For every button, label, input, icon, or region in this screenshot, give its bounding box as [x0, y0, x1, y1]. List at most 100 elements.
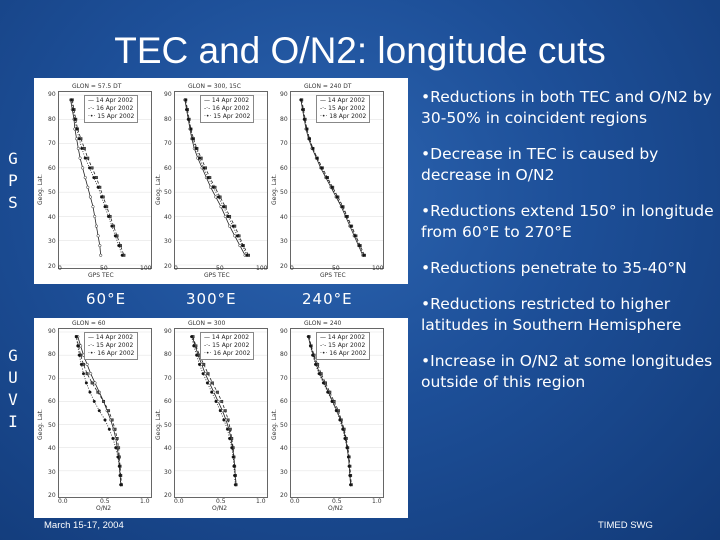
y-tick-label: 50	[48, 421, 56, 429]
x-tick-label: 100	[140, 265, 152, 272]
data-point	[90, 166, 94, 170]
data-point	[77, 353, 81, 357]
data-point	[85, 372, 89, 376]
data-point	[209, 185, 213, 189]
guvi-side-label: G U V I	[8, 346, 18, 431]
bullet-item: •Decrease in TEC is caused by decrease i…	[421, 145, 659, 184]
guvi-legend-3: — 14 Apr 2002 -·- 15 Apr 2002 ·•· 16 Apr…	[316, 332, 371, 360]
chart-svg	[59, 94, 151, 266]
data-point	[96, 185, 100, 189]
bullet-list: •Reductions in both TEC and O/N2 by 30-5…	[421, 87, 715, 408]
guvi-ylabel-1: Geog. Lat.	[37, 409, 44, 440]
y-tick-label: 60	[48, 164, 56, 172]
data-point	[113, 427, 117, 431]
data-point	[228, 436, 232, 441]
guvi-legend-2: — 14 Apr 2002 -·- 15 Apr 2002 ·•· 16 Apr…	[200, 332, 255, 360]
x-tick-label: 0.0	[58, 498, 68, 505]
data-point	[349, 224, 353, 228]
gps-ylabel-3: Geog. Lat.	[271, 174, 278, 205]
x-tick-label: 1.0	[372, 498, 382, 505]
data-point	[88, 195, 92, 199]
data-point	[96, 390, 100, 394]
legend-entry: — 14 Apr 2002	[320, 334, 366, 341]
data-point	[71, 108, 75, 112]
data-point	[215, 390, 219, 394]
data-point	[330, 185, 334, 189]
data-point	[115, 437, 119, 440]
data-point	[96, 234, 100, 238]
y-tick-label: 40	[48, 445, 56, 453]
data-point	[76, 146, 80, 150]
legend-entry: -·- 15 Apr 2002	[88, 342, 134, 349]
y-tick-label: 90	[48, 91, 56, 98]
y-tick-label: 50	[280, 421, 288, 429]
y-tick-label: 50	[164, 421, 172, 429]
slide-title: TEC and O/N2: longitude cuts	[114, 30, 606, 71]
data-point	[222, 205, 226, 209]
data-point	[100, 195, 104, 199]
data-point	[228, 224, 232, 228]
data-point	[307, 137, 312, 141]
y-tick-label: 40	[48, 213, 56, 221]
y-tick-label: 60	[164, 398, 172, 406]
x-tick-label: 50	[216, 265, 224, 272]
data-point	[357, 244, 361, 248]
y-tick-label: 80	[164, 115, 172, 123]
data-point	[301, 108, 305, 112]
data-point	[75, 127, 79, 131]
data-point	[238, 244, 242, 248]
y-tick-label: 70	[280, 140, 288, 148]
data-point	[110, 224, 114, 228]
data-point	[348, 473, 352, 478]
y-tick-label: 60	[280, 398, 288, 406]
gps-xlabel-1: GPS TEC	[88, 272, 114, 279]
x-tick-label: 50	[100, 265, 108, 272]
data-point	[87, 166, 92, 170]
data-point	[311, 146, 315, 150]
data-point	[84, 381, 88, 385]
y-tick-label: 40	[164, 213, 172, 221]
y-tick-label: 60	[48, 398, 56, 406]
x-tick-label: 100	[372, 265, 384, 272]
bullet-item: •Reductions restricted to higher latitud…	[421, 295, 682, 334]
legend-entry: ·•· 15 Apr 2002	[204, 113, 251, 120]
data-point	[218, 409, 222, 413]
y-tick-label: 60	[164, 164, 172, 172]
data-point	[226, 214, 230, 218]
legend-entry: -·- 15 Apr 2002	[204, 342, 250, 349]
data-point	[216, 195, 220, 199]
y-tick-label: 70	[48, 374, 56, 382]
legend-entry: -·- 15 Apr 2002	[320, 105, 366, 112]
data-point	[106, 214, 110, 218]
data-point	[231, 224, 235, 228]
data-point	[69, 98, 74, 102]
longitude-label-300e: 300°E	[186, 290, 237, 308]
series-line	[184, 99, 246, 256]
data-point	[306, 335, 310, 339]
data-point	[83, 156, 87, 160]
data-point	[223, 409, 227, 413]
x-tick-label: 1.0	[140, 498, 150, 505]
y-tick-label: 80	[48, 351, 56, 359]
data-point	[191, 137, 195, 141]
guvi-xlabel-1: O/N2	[96, 505, 112, 512]
chart-svg	[291, 94, 383, 266]
bullet-item: •Reductions in both TEC and O/N2 by 30-5…	[421, 88, 712, 127]
data-point	[321, 381, 325, 385]
data-point	[98, 244, 102, 248]
legend-entry: ·•· 16 Apr 2002	[320, 350, 367, 357]
data-point	[92, 399, 96, 403]
data-point	[186, 117, 190, 121]
data-point	[89, 372, 93, 376]
y-tick-label: 30	[48, 238, 56, 246]
x-tick-label: 0	[290, 265, 294, 272]
legend-entry: — 14 Apr 2002	[88, 97, 134, 104]
guvi-ylabel-3: Geog. Lat.	[271, 409, 278, 440]
series-line	[301, 99, 365, 256]
gps-ylabel-1: Geog. Lat.	[37, 174, 44, 205]
data-point	[220, 399, 224, 403]
data-point	[117, 244, 121, 248]
data-point	[99, 253, 103, 257]
series-line	[71, 99, 125, 256]
x-tick-label: 50	[332, 265, 340, 272]
